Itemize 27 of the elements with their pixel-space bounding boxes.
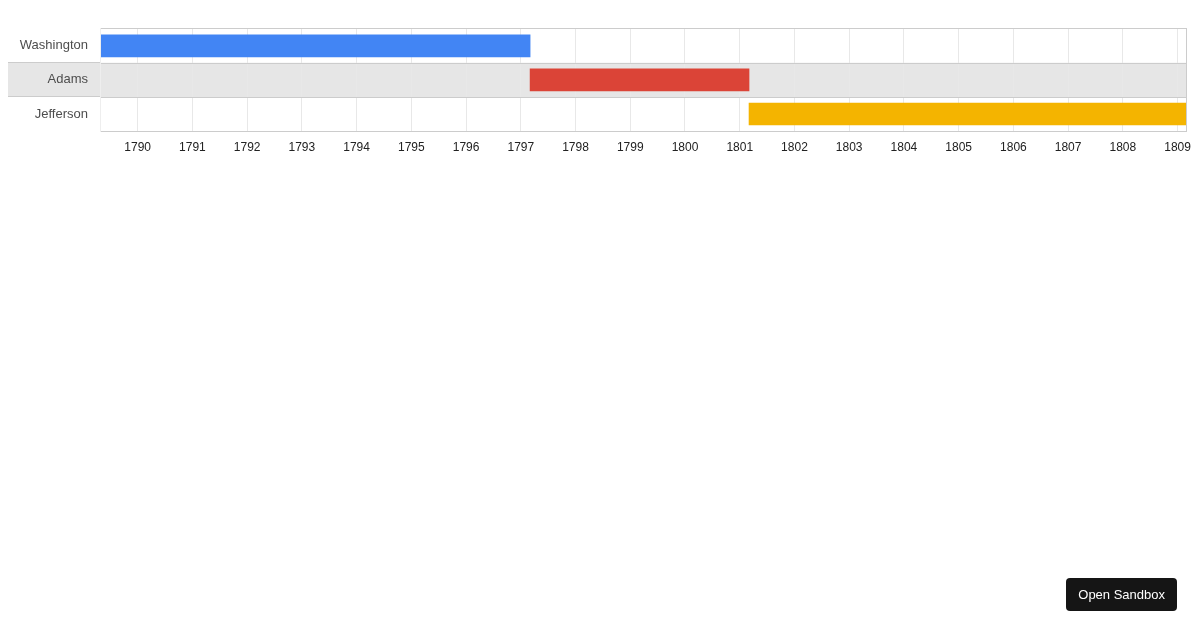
y-tick-label: Adams (47, 71, 89, 87)
x-tick-label: 1804 (890, 139, 918, 154)
x-tick-label: 1797 (507, 139, 535, 154)
x-tick-label: 1791 (179, 139, 207, 154)
x-tick-label: 1795 (397, 139, 425, 154)
x-tick-label: 1801 (726, 139, 754, 154)
x-tick-label: 1806 (1000, 139, 1028, 154)
x-tick-label: 1792 (233, 139, 261, 154)
x-tick-label: 1798 (562, 139, 590, 154)
bar (529, 68, 750, 92)
x-tick-label: 1808 (1109, 139, 1137, 154)
x-tick-label: 1799 (616, 139, 644, 154)
y-tick-label: Washington (19, 37, 88, 53)
y-tick-label: Jefferson (34, 105, 88, 121)
bar (748, 102, 1187, 126)
x-tick-label: 1800 (671, 139, 699, 154)
bar (101, 34, 531, 58)
x-tick-label: 1807 (1054, 139, 1082, 154)
x-tick-label: 1802 (781, 139, 809, 154)
x-tick-label: 1793 (288, 139, 316, 154)
x-tick-label: 1809 (1164, 139, 1192, 154)
button[interactable]: Open Sandbox (1066, 578, 1177, 611)
x-tick-label: 1805 (945, 139, 973, 154)
x-tick-label: 1803 (835, 139, 863, 154)
x-tick-label: 1794 (343, 139, 371, 154)
x-tick-label: 1796 (452, 139, 480, 154)
x-tick-label: 1790 (124, 139, 152, 154)
